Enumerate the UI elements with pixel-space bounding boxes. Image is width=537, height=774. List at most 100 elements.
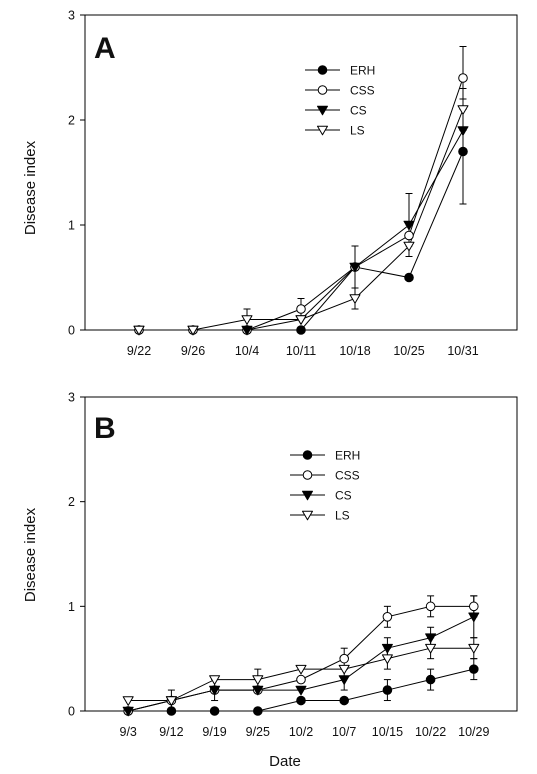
data-point-ls <box>403 241 415 252</box>
x-tick-label: 9/3 <box>120 725 137 739</box>
x-tick-label: 10/31 <box>447 344 478 358</box>
x-tick-label: 9/25 <box>246 725 270 739</box>
data-point-cs <box>252 685 264 696</box>
data-point-cs <box>457 126 469 136</box>
legend-label: LS <box>335 509 350 523</box>
legend-label: CS <box>350 104 367 118</box>
legend-marker <box>317 105 328 116</box>
data-point-erh <box>339 695 350 706</box>
data-point-cs <box>468 612 480 623</box>
data-point-erh <box>296 325 306 335</box>
chart-panel-2: 0 1 2 3 9/3 9/12 9/19 9/25 10/2 10/7 10/15 10/22 10/… <box>22 391 518 770</box>
data-point-erh <box>252 706 263 716</box>
y-axis-label: Disease index <box>22 140 39 235</box>
x-tick-label: 9/26 <box>181 344 205 358</box>
legend-marker <box>317 85 328 95</box>
data-point-css <box>296 674 306 685</box>
legend-item: LS <box>290 509 350 523</box>
data-point-ls <box>349 294 361 304</box>
x-tick-label: 10/7 <box>332 725 356 739</box>
data-point-cs <box>425 633 437 644</box>
data-point-css <box>339 653 350 664</box>
legend-marker <box>317 125 328 136</box>
y-tick-label: 0 <box>68 324 75 338</box>
legend-item: LS <box>305 124 365 138</box>
data-point-css <box>469 601 479 612</box>
data-point-erh <box>209 706 220 716</box>
data-point-cs <box>403 220 415 231</box>
legend-item: ERH <box>305 64 375 78</box>
x-tick-label: 10/15 <box>372 725 403 739</box>
data-point-erh <box>425 674 436 685</box>
data-point-erh <box>296 695 306 706</box>
y-tick-label: 1 <box>68 219 75 233</box>
panel-label: A <box>94 32 116 65</box>
series-line-css <box>139 77 464 331</box>
plot-frame <box>84 396 518 712</box>
legend-item: CS <box>290 489 352 503</box>
data-point-css <box>458 73 468 83</box>
data-point-erh <box>166 706 177 716</box>
data-point-css <box>425 601 436 612</box>
data-point-ls <box>122 696 134 706</box>
x-tick-label: 9/12 <box>159 725 183 739</box>
data-point-css <box>296 304 306 314</box>
legend-item: CS <box>305 104 367 118</box>
data-point-ls <box>133 325 145 336</box>
data-point-ls <box>241 315 253 325</box>
x-tick-label: 10/2 <box>289 725 313 739</box>
legend-label: ERH <box>335 449 360 463</box>
data-point-erh <box>404 272 414 283</box>
plot-frame <box>84 14 518 331</box>
data-point-ls <box>295 664 307 675</box>
data-point-ls <box>252 675 264 685</box>
y-tick-label: 2 <box>68 114 75 128</box>
legend-label: CSS <box>350 84 375 98</box>
x-axis-label: Date <box>269 753 301 770</box>
legend-label: LS <box>350 124 365 138</box>
data-point-ls <box>381 654 393 664</box>
chart-panel-1: 0 1 2 3 9/22 9/26 10/4 10/11 10/18 10/25 10/31 Dise… <box>22 9 518 358</box>
data-point-ls <box>468 643 480 654</box>
legend-item: CSS <box>290 469 360 483</box>
y-tick-label: 2 <box>68 495 75 509</box>
data-point-ls <box>209 675 221 685</box>
legend-label: ERH <box>350 64 375 78</box>
panel-label: B <box>94 412 116 445</box>
x-tick-label: 10/25 <box>393 344 424 358</box>
data-point-cs <box>381 643 393 654</box>
y-tick-label: 3 <box>68 9 75 23</box>
data-point-cs <box>338 675 350 685</box>
data-point-cs <box>241 325 253 336</box>
x-tick-label: 10/4 <box>235 344 259 358</box>
legend-label: CS <box>335 489 352 503</box>
data-point-ls <box>295 315 307 325</box>
legend-marker <box>317 65 328 75</box>
legend-marker <box>302 490 313 501</box>
data-point-css <box>382 612 393 622</box>
data-point-ls <box>165 696 177 706</box>
data-point-ls <box>187 325 199 336</box>
data-point-erh <box>382 685 393 695</box>
data-point-css <box>404 230 414 241</box>
x-tick-label: 9/19 <box>202 725 226 739</box>
x-tick-label: 10/18 <box>339 344 370 358</box>
x-tick-label: 9/22 <box>127 344 151 358</box>
data-point-erh <box>458 146 468 157</box>
data-point-ls <box>425 643 437 654</box>
legend-marker <box>302 470 313 480</box>
x-tick-label: 10/11 <box>286 344 316 358</box>
legend-label: CSS <box>335 469 360 483</box>
y-tick-label: 0 <box>68 705 75 719</box>
data-point-cs <box>349 262 361 273</box>
data-point-cs <box>295 685 307 696</box>
data-point-cs <box>122 706 134 717</box>
data-point-erh <box>469 664 479 674</box>
legend-item: CSS <box>305 84 375 98</box>
data-point-ls <box>457 105 469 115</box>
y-axis-label: Disease index <box>22 507 39 602</box>
legend: ERH CSS CS LS <box>290 449 360 523</box>
data-point-cs <box>209 685 221 696</box>
x-tick-label: 10/29 <box>458 725 489 739</box>
